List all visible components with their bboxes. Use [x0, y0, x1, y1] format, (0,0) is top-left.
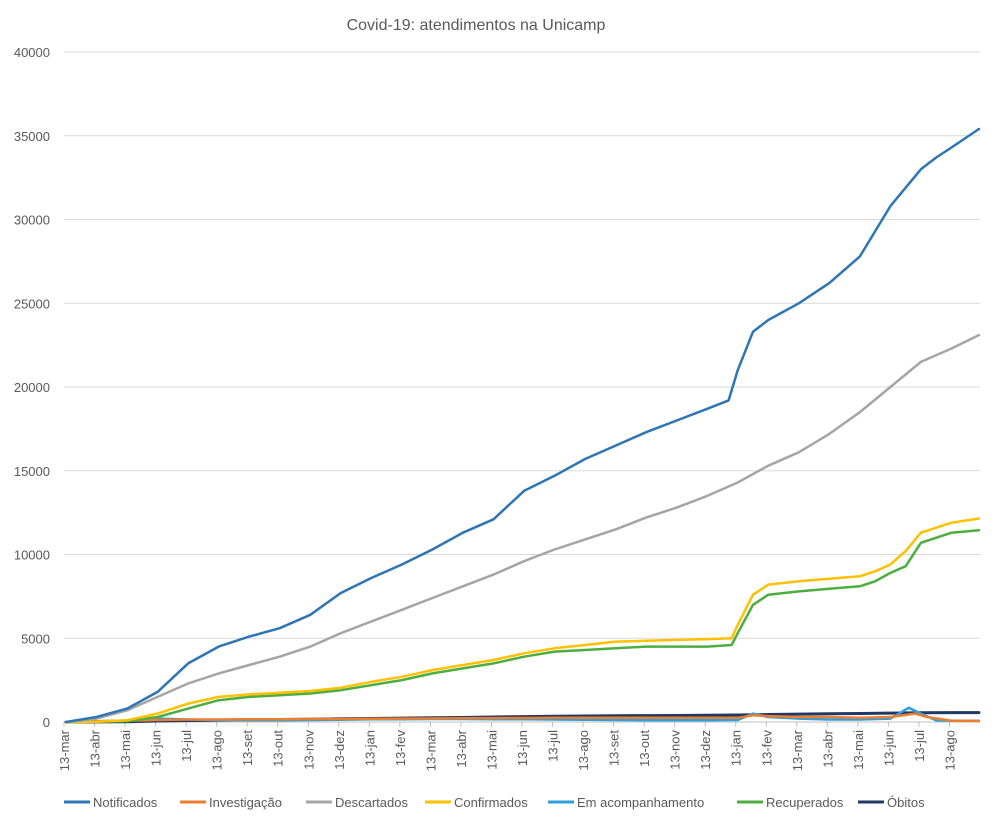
- legend-label: Investigação: [209, 795, 282, 810]
- x-axis-ticks: 13-mar 13-abr 13-mai 13-jun 13-jul 13-ago 13-s…: [57, 722, 957, 771]
- x-tick-label: 13-ago: [210, 730, 225, 770]
- y-tick-label: 5000: [21, 631, 50, 646]
- x-tick-label: 13-out: [637, 730, 652, 767]
- x-tick-label: 13-abr: [454, 729, 469, 767]
- series-line: [64, 333, 981, 724]
- x-tick-label: 13-set: [607, 730, 622, 767]
- series-line: [64, 528, 981, 724]
- y-tick-label: 0: [43, 715, 50, 730]
- x-tick-label: 13-mar: [790, 729, 805, 771]
- x-tick-label: 13-mai: [484, 730, 499, 770]
- x-tick-label: 13-ago: [576, 730, 591, 770]
- x-tick-label: 13-jun: [149, 730, 164, 766]
- chart-title: Covid-19: atendimentos na Unicamp: [347, 17, 606, 34]
- x-tick-label: 13-dez: [698, 730, 713, 770]
- series-line: [64, 517, 981, 724]
- x-tick-label: 13-out: [271, 730, 286, 767]
- x-tick-label: 13-jan: [729, 730, 744, 766]
- x-tick-label: 13-jun: [881, 730, 896, 766]
- x-tick-label: 13-mai: [118, 730, 133, 770]
- legend-label: Em acompanhamento: [577, 795, 704, 810]
- y-axis-ticks: 0 5000 10000 15000 20000 25000 30000 35000 40000: [14, 45, 50, 730]
- y-tick-label: 35000: [14, 129, 50, 144]
- x-tick-label: 13-dez: [332, 730, 347, 770]
- gridlines: [64, 51, 980, 723]
- y-tick-label: 25000: [14, 296, 50, 311]
- legend-label: Descartados: [335, 795, 408, 810]
- x-tick-label: 13-jan: [362, 730, 377, 766]
- x-tick-label: 13-fev: [393, 730, 408, 767]
- series-lines: [64, 127, 981, 724]
- y-tick-label: 15000: [14, 464, 50, 479]
- x-tick-label: 13-abr: [88, 729, 103, 767]
- legend-label: Recuperados: [766, 795, 844, 810]
- x-tick-label: 13-abr: [820, 729, 835, 767]
- x-tick-label: 13-fev: [759, 730, 774, 767]
- x-tick-label: 13-ago: [942, 730, 957, 770]
- y-tick-label: 20000: [14, 380, 50, 395]
- x-tick-label: 13-nov: [668, 730, 683, 770]
- x-tick-label: 13-jun: [515, 730, 530, 766]
- series-line: [64, 127, 981, 724]
- x-tick-label: 13-jul: [546, 730, 561, 762]
- x-tick-label: 13-mar: [57, 729, 72, 771]
- y-tick-label: 40000: [14, 45, 50, 60]
- legend-label: Notificados: [93, 795, 158, 810]
- x-tick-label: 13-set: [240, 730, 255, 767]
- y-tick-label: 30000: [14, 213, 50, 228]
- x-tick-label: 13-mai: [851, 730, 866, 770]
- legend: Notificados Investigação Descartados Confir…: [64, 795, 925, 810]
- x-tick-label: 13-nov: [301, 730, 316, 770]
- series-line: [64, 712, 981, 724]
- x-tick-label: 13-jul: [912, 730, 927, 762]
- x-tick-label: 13-mar: [423, 729, 438, 771]
- x-tick-label: 13-jul: [179, 730, 194, 762]
- legend-label: Confirmados: [454, 795, 528, 810]
- y-tick-label: 10000: [14, 548, 50, 563]
- legend-label: Óbitos: [887, 795, 925, 810]
